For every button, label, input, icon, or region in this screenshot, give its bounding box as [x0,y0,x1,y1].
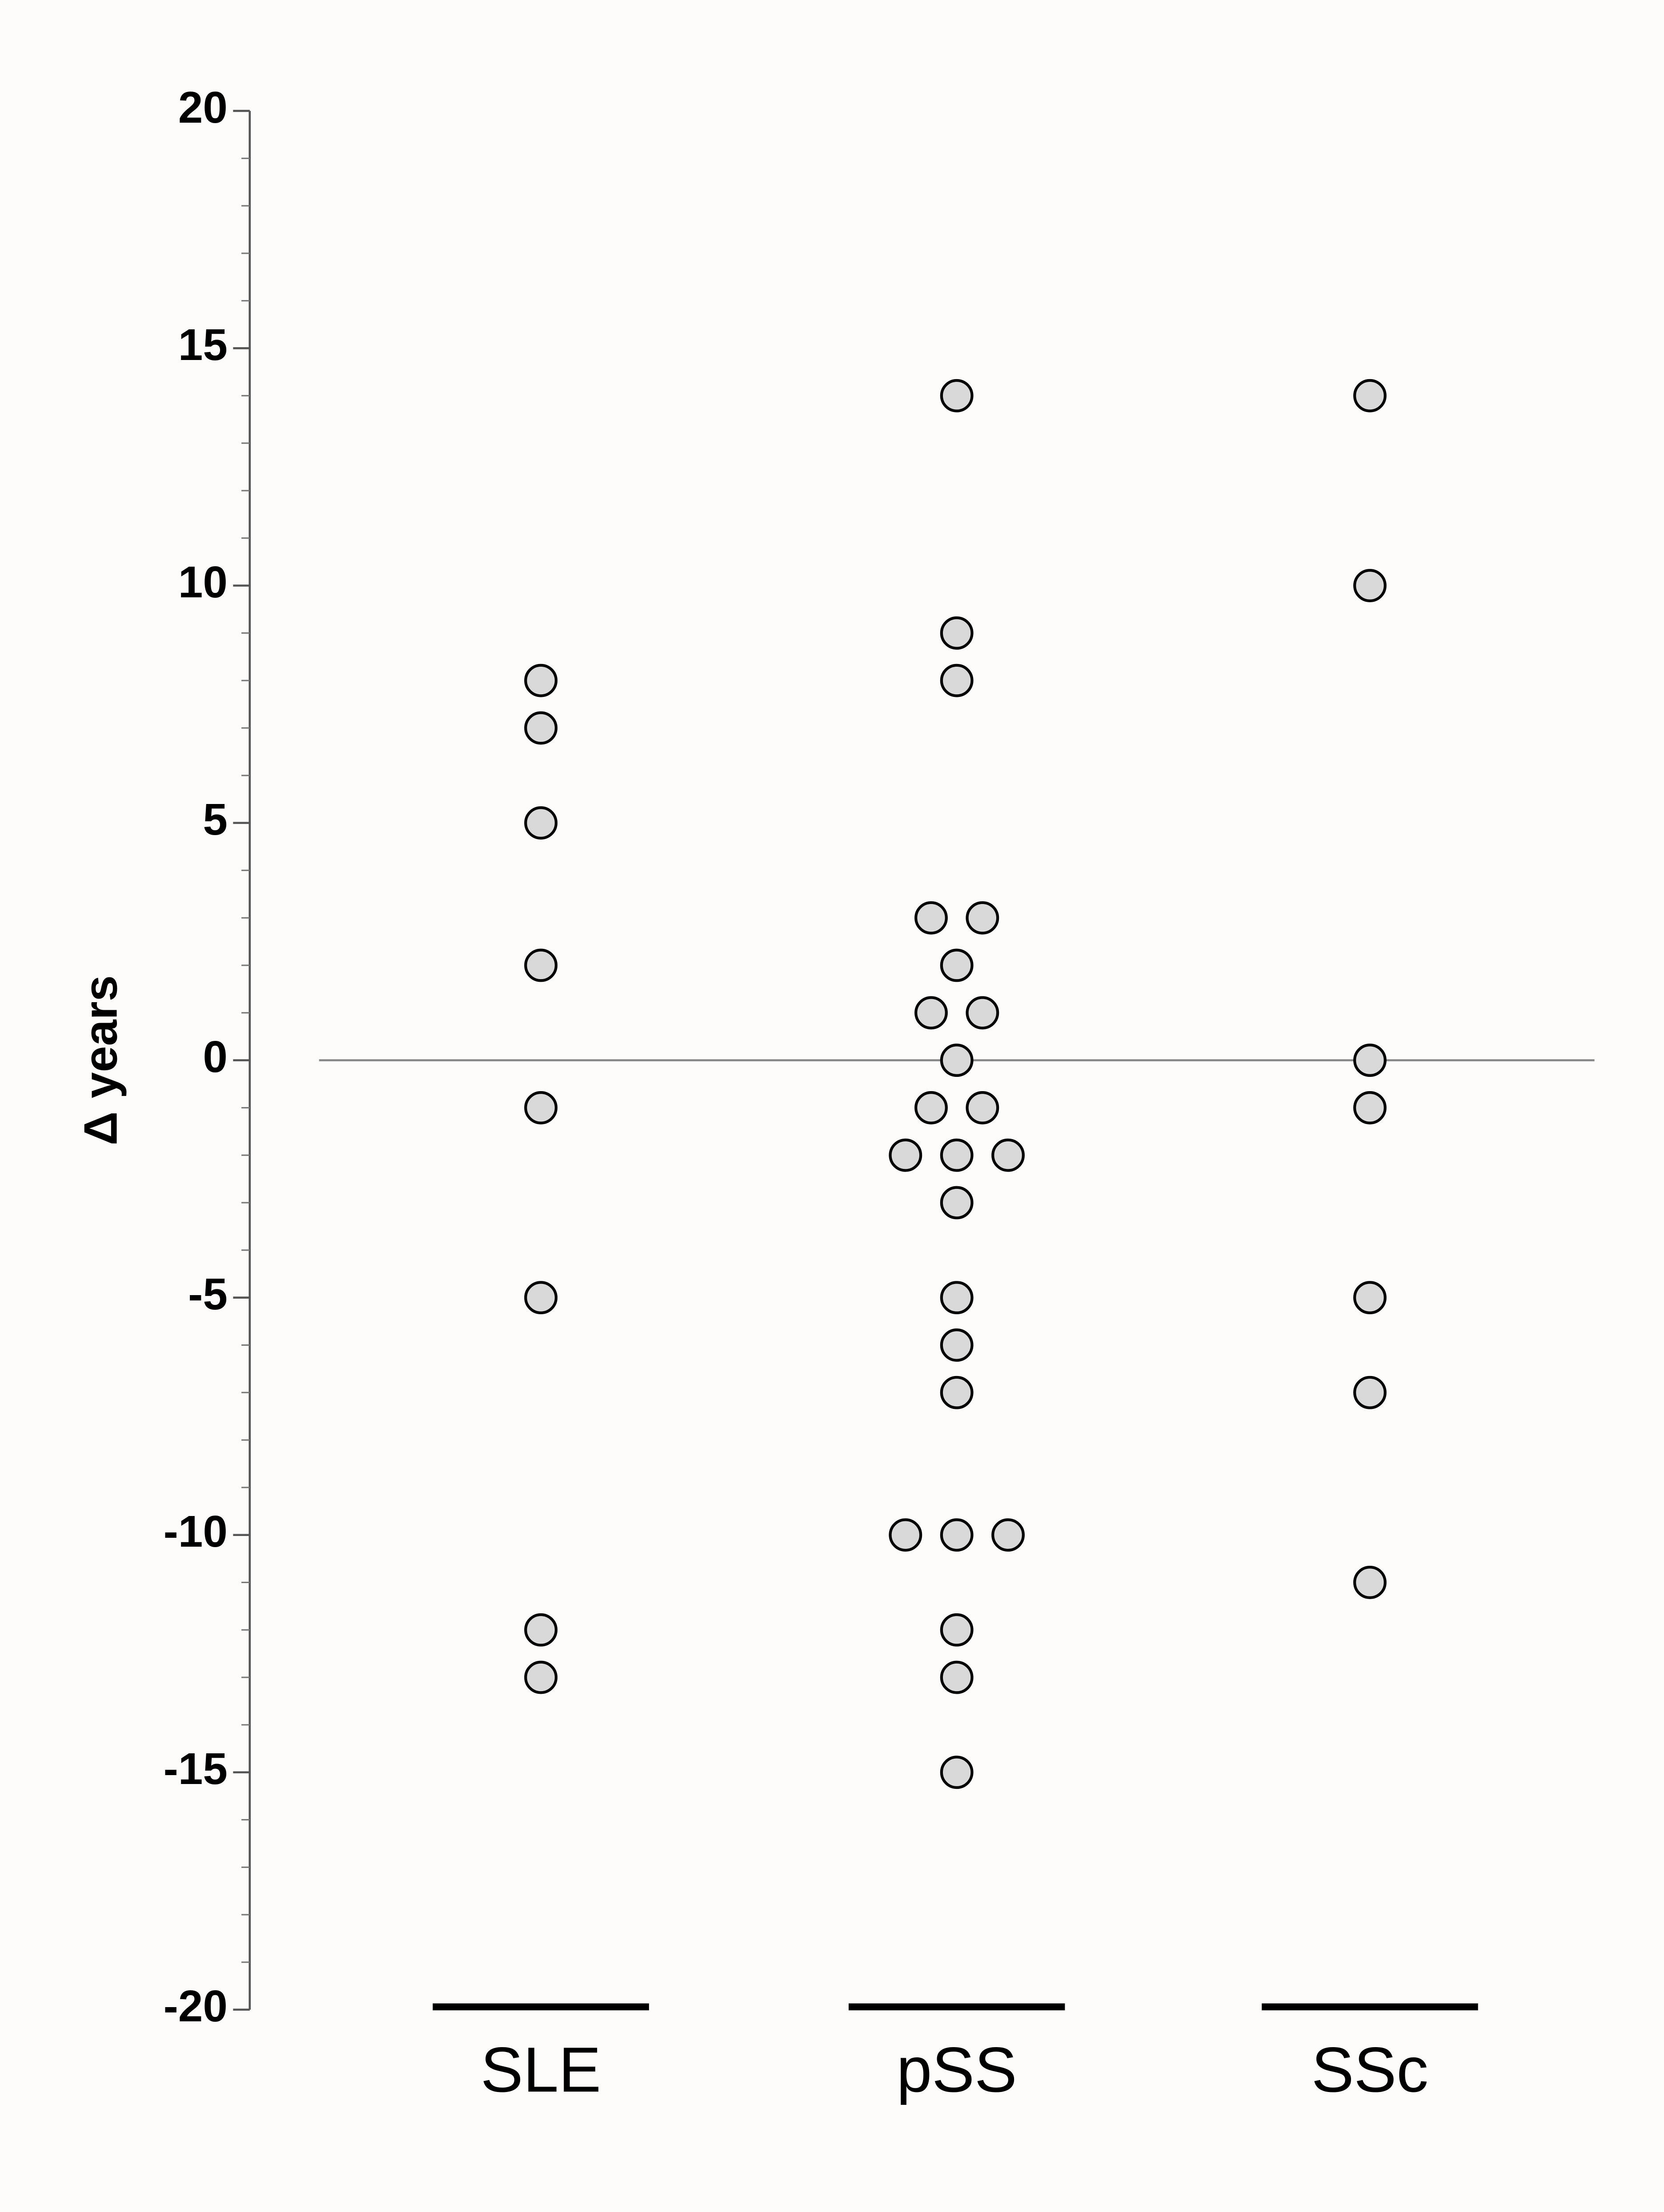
x-tick-label: pSS [897,2034,1017,2105]
data-point [524,1281,558,1315]
data-point [1353,1376,1387,1409]
data-point [524,1091,558,1124]
data-point [966,996,999,1030]
y-tick-label: -20 [164,1982,228,2031]
data-point [1353,1091,1387,1124]
y-tick-label: 15 [178,320,228,370]
data-point [524,1613,558,1647]
data-point [524,806,558,840]
data-point [1353,1566,1387,1599]
data-point [966,901,999,935]
data-point [940,948,974,982]
x-tick-label: SSc [1311,2034,1428,2105]
data-point [889,1138,922,1172]
data-point [1353,379,1387,412]
data-point [991,1518,1025,1552]
data-point [940,1138,974,1172]
data-point [889,1518,922,1552]
y-tick-label: 0 [203,1032,228,1082]
y-tick-label: -5 [188,1270,228,1319]
data-point [524,1660,558,1694]
data-point [966,1091,999,1124]
data-point [940,1376,974,1409]
data-point [940,616,974,650]
data-point [940,1756,974,1789]
data-point [914,996,948,1030]
data-point [940,1281,974,1315]
data-point [1353,1281,1387,1315]
y-tick-label: -10 [164,1507,228,1556]
data-point [940,1660,974,1694]
data-point [524,664,558,697]
y-tick-label: 5 [203,795,228,844]
data-point [991,1138,1025,1172]
y-axis-label: Δ years [74,975,127,1145]
y-tick-label: 10 [178,558,228,607]
data-point [524,711,558,745]
y-tick-label: 20 [178,83,228,132]
data-point [940,379,974,412]
data-point [940,1044,974,1077]
data-point [940,664,974,697]
data-point [914,901,948,935]
data-point [914,1091,948,1124]
y-tick-label: -15 [164,1744,228,1794]
data-point [1353,1044,1387,1077]
data-point [940,1186,974,1220]
x-tick-label: SLE [481,2034,601,2105]
data-point [1353,569,1387,602]
data-point [940,1613,974,1647]
data-point [940,1518,974,1552]
data-point [524,948,558,982]
data-point [940,1328,974,1362]
